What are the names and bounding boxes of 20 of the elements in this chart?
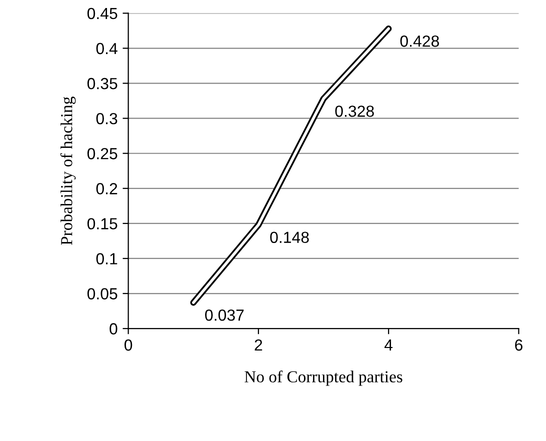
y-tick-label: 0.2 xyxy=(96,183,118,194)
data-label: 0.328 xyxy=(335,106,374,117)
data-label: 0.428 xyxy=(400,36,439,47)
data-label: 0.148 xyxy=(270,232,309,244)
x-tick-label: 2 xyxy=(254,339,262,351)
x-tick-label: 0 xyxy=(124,339,132,351)
y-tick-label: 0.25 xyxy=(87,148,118,160)
x-axis-title: No of Corrupted parties xyxy=(244,370,402,386)
y-axis-title: Probability of hacking xyxy=(60,96,76,245)
y-tick-label: 0.05 xyxy=(87,288,118,300)
data-label: 0.037 xyxy=(205,309,244,321)
y-tick-label: 0 xyxy=(110,323,118,334)
x-tick-label: 6 xyxy=(515,339,522,351)
y-tick-label: 0.1 xyxy=(96,253,118,264)
y-tick-label: 0.15 xyxy=(87,218,118,230)
x-tick-label: 4 xyxy=(384,340,393,351)
y-tick-label: 0.35 xyxy=(87,78,118,90)
y-tick-label: 0.45 xyxy=(87,8,118,20)
y-tick-label: 0.3 xyxy=(96,112,118,124)
y-tick-label: 0.4 xyxy=(96,42,118,54)
